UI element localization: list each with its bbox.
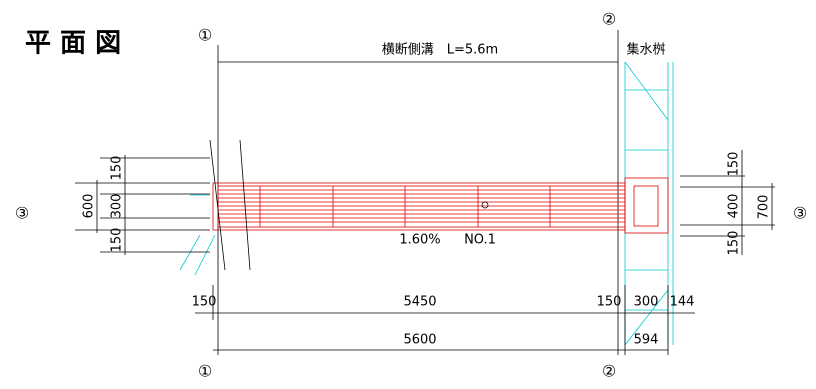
dimension-label: 150 xyxy=(727,231,742,256)
dimension-label: 300 xyxy=(634,295,659,310)
section-mark: ① xyxy=(198,362,212,381)
section-mark: ② xyxy=(602,10,616,29)
channel xyxy=(209,139,669,271)
dimension-label: 300 xyxy=(110,194,125,219)
section-mark: ① xyxy=(198,26,212,45)
number-label: NO.1 xyxy=(464,233,496,248)
dimension-label: 150 xyxy=(110,156,125,181)
dimension-label: 150 xyxy=(110,228,125,253)
dimension-label: 594 xyxy=(634,333,659,348)
dimension-label: 144 xyxy=(670,295,695,310)
dimension-label: 150 xyxy=(192,295,217,310)
bottom-dimensions xyxy=(195,285,695,355)
dimension-label: 600 xyxy=(82,194,97,219)
dimension-label: 150 xyxy=(597,295,622,310)
slope-label: 1.60% xyxy=(399,233,440,248)
channel-label: 横断側溝 L=5.6m xyxy=(382,43,498,58)
right-dimensions xyxy=(680,150,775,255)
dimension-label: 5600 xyxy=(403,333,436,348)
basin-label: 集水桝 xyxy=(626,42,665,58)
dimension-label: 5450 xyxy=(403,295,436,310)
dimension-label: 700 xyxy=(757,195,772,220)
section-mark: ② xyxy=(602,362,616,381)
section-mark: ③ xyxy=(15,204,29,223)
title: 平 面 図 xyxy=(25,29,121,59)
dimension-label: 400 xyxy=(727,194,742,219)
left-dimensions xyxy=(75,155,210,255)
dimension-label: 150 xyxy=(727,152,742,177)
section-mark: ③ xyxy=(793,204,807,223)
